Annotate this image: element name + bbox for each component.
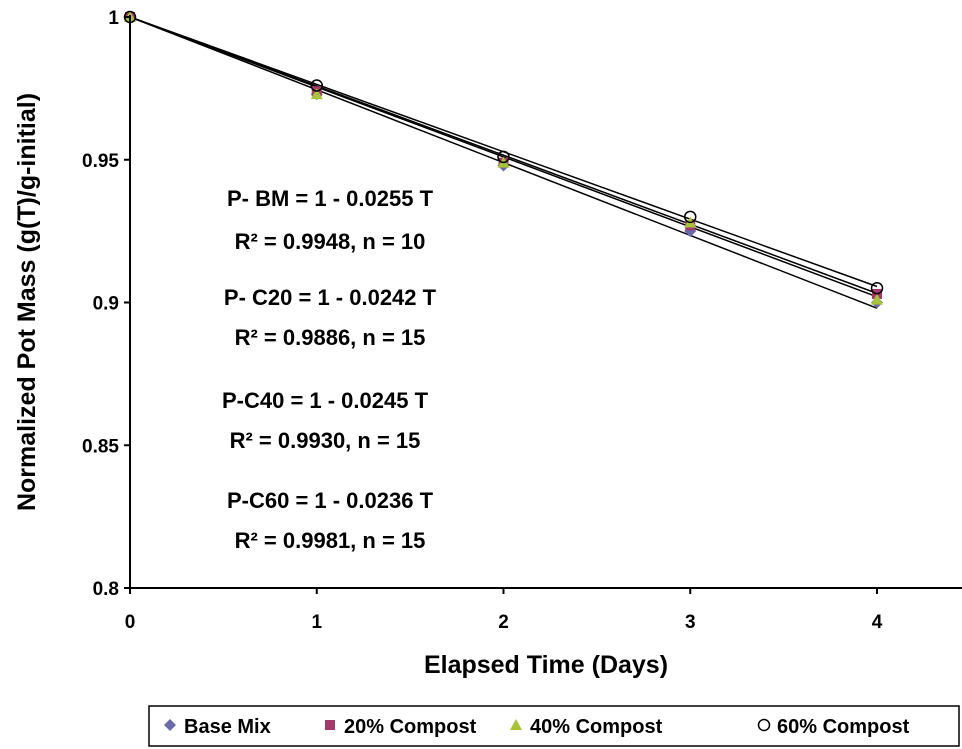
y-tick-label: 0.9 <box>93 294 119 315</box>
annotation-c60-r2: R² = 0.9981, n = 15 <box>235 528 426 553</box>
annotation-bm-equation: P- BM = 1 - 0.0255 T <box>227 186 434 211</box>
x-tick-label: 4 <box>872 612 883 633</box>
data-point-60-compost <box>497 150 510 164</box>
x-tick-label: 0 <box>125 612 136 633</box>
legend-label-40-compost: 40% Compost <box>530 716 663 738</box>
data-point-60-compost <box>310 79 323 92</box>
legend-marker-square <box>325 720 335 730</box>
annotation-bm: P- BM = 1 - 0.0255 T R² = 0.9948, n = 10 <box>227 186 434 254</box>
data-point-40-compost <box>310 88 323 100</box>
x-tick-label: 3 <box>685 612 696 633</box>
x-ticks: 0 1 2 3 4 <box>125 588 883 633</box>
y-axis-title: Normalized Pot Mass (g(T)/g-initial) <box>13 93 41 511</box>
annotation-c60-equation: P-C60 = 1 - 0.0236 T <box>227 488 434 513</box>
legend-marker-circle <box>757 718 771 732</box>
x-axis-title: Elapsed Time (Days) <box>424 651 668 679</box>
annotation-c60: P-C60 = 1 - 0.0236 T R² = 0.9981, n = 15 <box>227 488 434 553</box>
data-point-60-compost <box>870 281 884 295</box>
legend-marker-diamond <box>164 719 176 731</box>
x-tick-label: 1 <box>311 612 322 633</box>
legend-marker-triangle <box>510 719 522 730</box>
annotation-c20-equation: P- C20 = 1 - 0.0242 T <box>224 285 437 310</box>
x-tick-label: 2 <box>498 612 509 633</box>
y-tick-label: 0.95 <box>82 151 119 172</box>
annotation-c20: P- C20 = 1 - 0.0242 T R² = 0.9886, n = 1… <box>224 285 437 350</box>
legend-box <box>148 705 960 747</box>
annotation-bm-r2: R² = 0.9948, n = 10 <box>235 229 426 254</box>
y-tick-label: 1 <box>108 8 119 29</box>
y-tick-label: 0.8 <box>93 579 119 600</box>
legend-label-60-compost: 60% Compost <box>777 716 910 738</box>
y-tick-label: 0.85 <box>82 436 119 457</box>
legend: Base Mix 20% Compost 40% Compost 60% Com… <box>148 705 960 747</box>
annotation-c40-r2: R² = 0.9930, n = 15 <box>230 428 421 453</box>
data-point-60-compost <box>684 210 697 224</box>
legend-label-base-mix: Base Mix <box>184 716 271 738</box>
legend-label-20-compost: 20% Compost <box>344 716 477 738</box>
data-point-40-compost <box>871 293 883 305</box>
annotation-c40-equation: P-C40 = 1 - 0.0245 T <box>222 388 429 413</box>
y-ticks: 0.8 0.85 0.9 0.95 1 <box>82 8 130 600</box>
annotation-c40: P-C40 = 1 - 0.0245 T R² = 0.9930, n = 15 <box>222 388 429 453</box>
annotation-c20-r2: R² = 0.9886, n = 15 <box>235 325 426 350</box>
